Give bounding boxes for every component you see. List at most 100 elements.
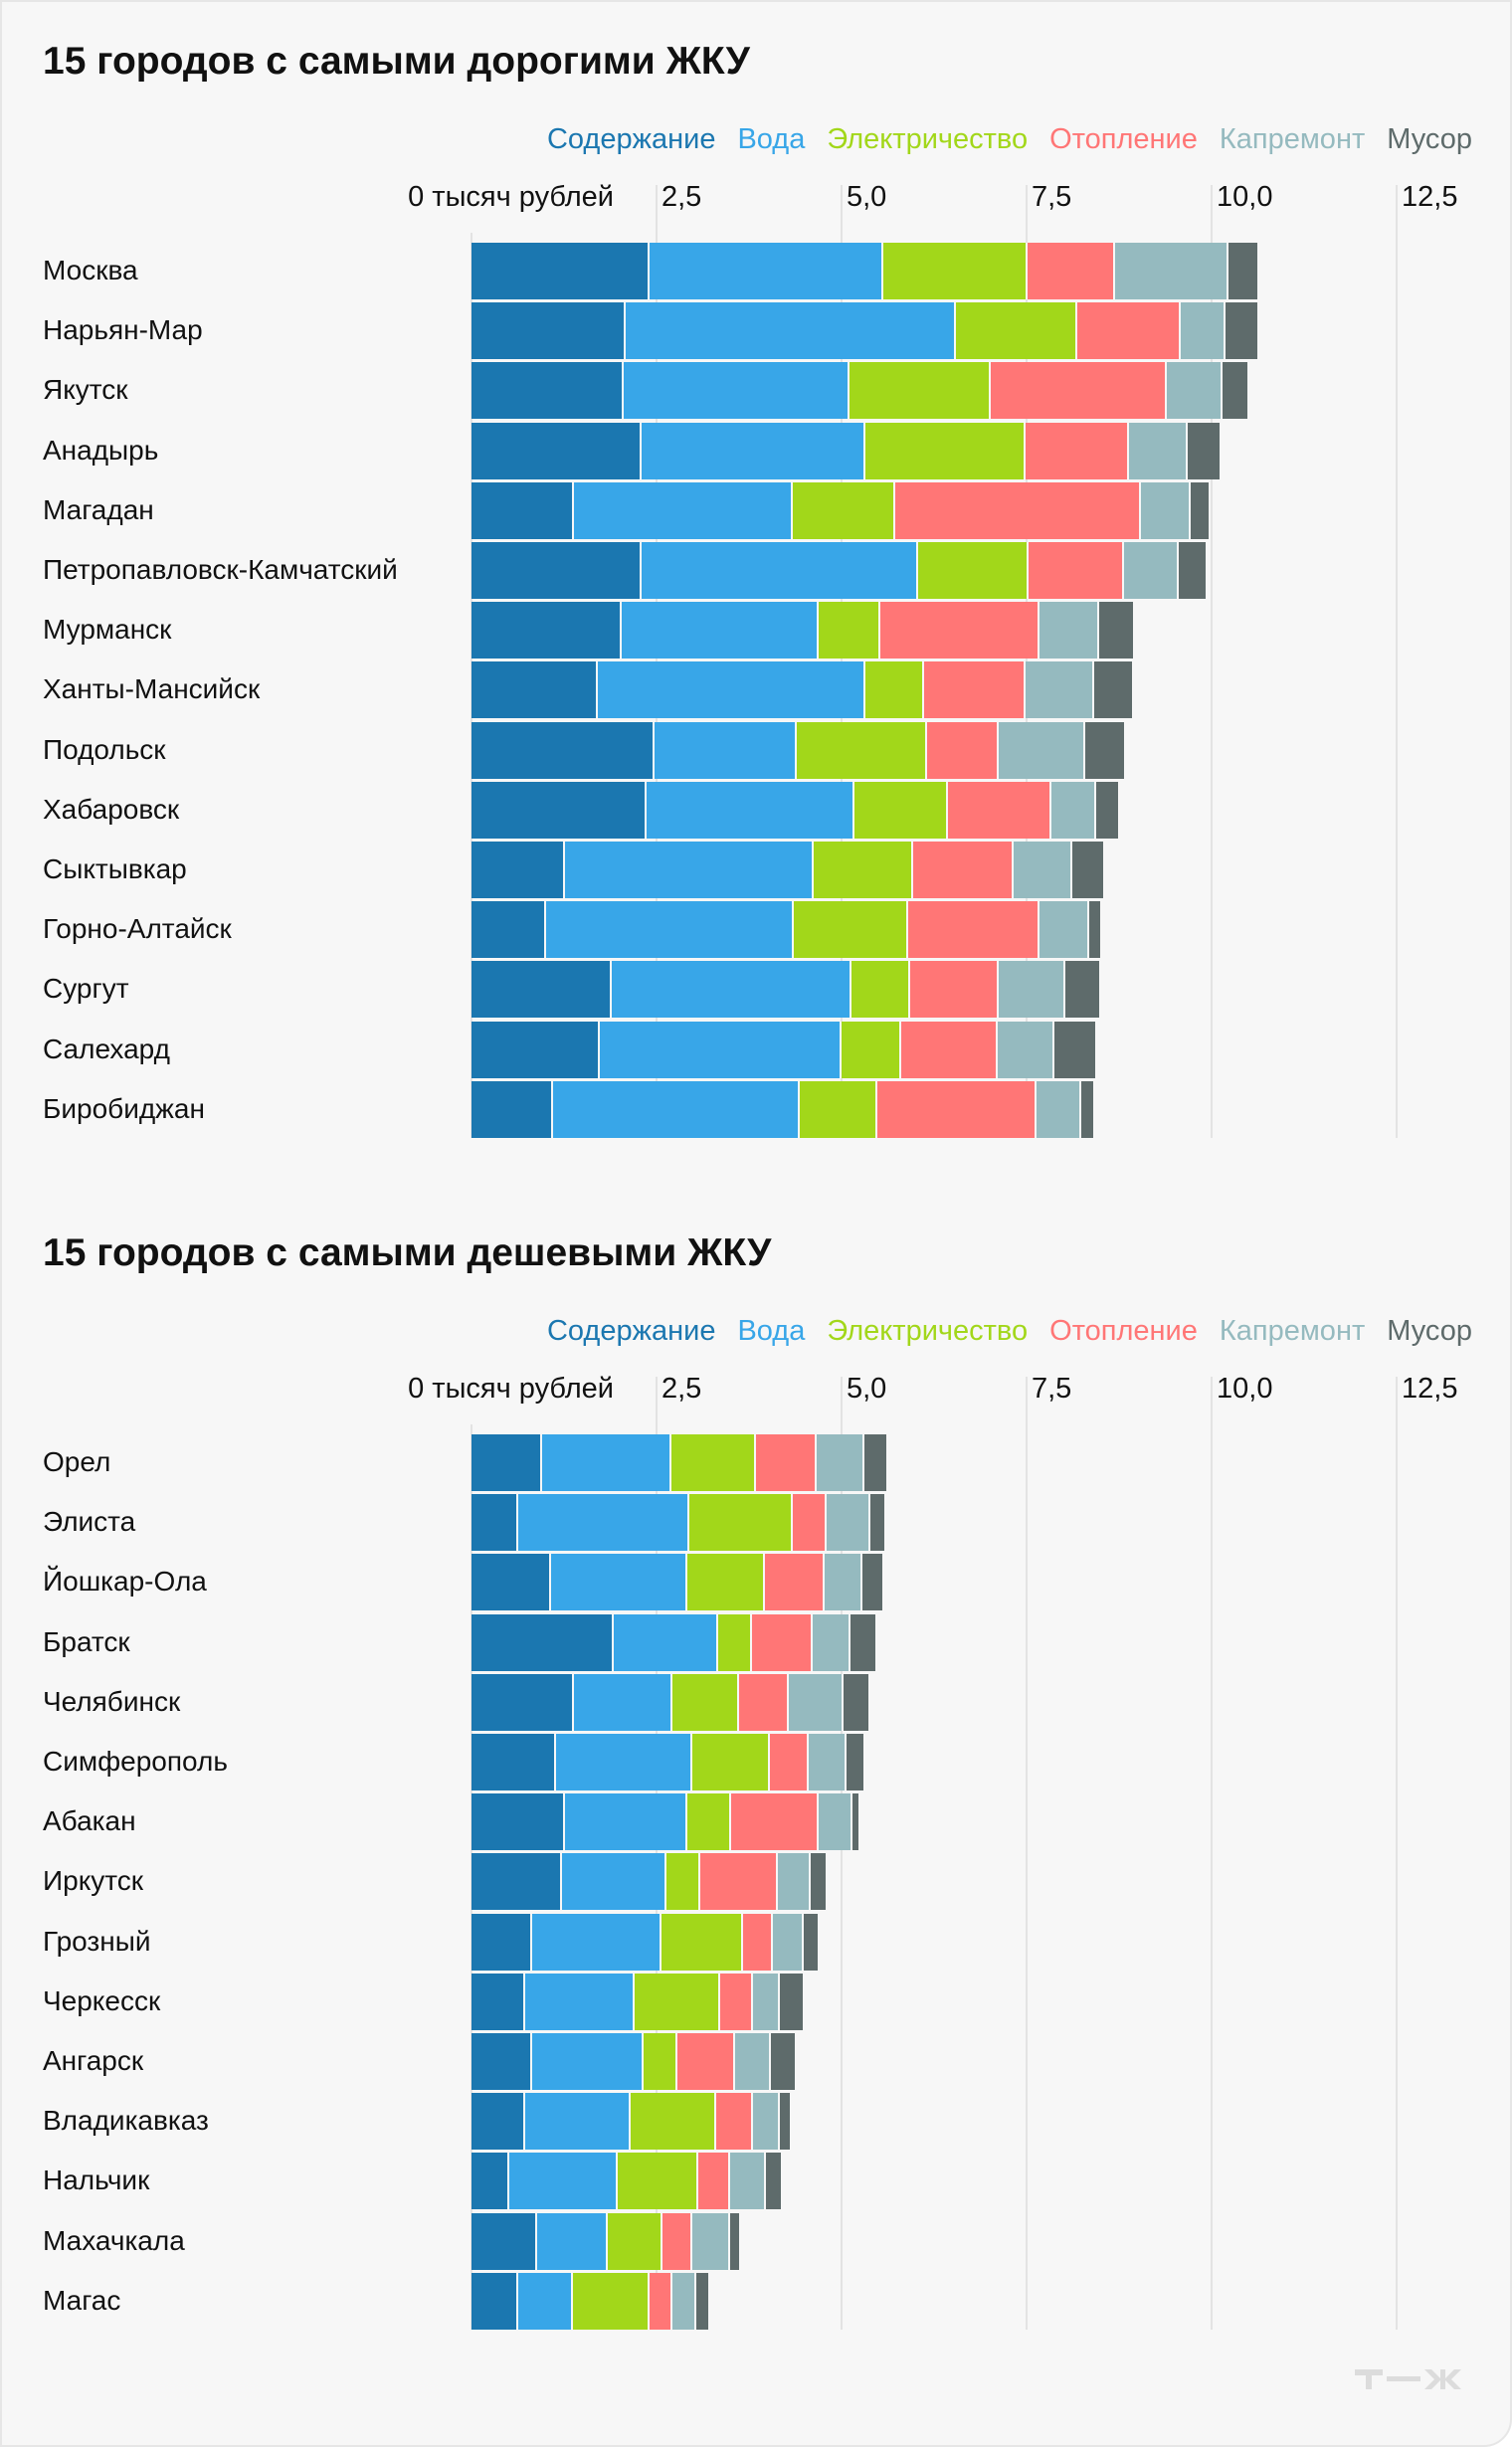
bar-segment-Вода (561, 1853, 666, 1911)
category-label: Горно-Алтайск (43, 913, 232, 945)
bar-segment-Капремонт (752, 1973, 780, 2030)
bar-segment-Содержание (472, 661, 599, 719)
category-label: Хабаровск (43, 793, 180, 825)
bar-segment-Электричество (813, 842, 914, 898)
bar-segment-Содержание (472, 961, 613, 1019)
legend-item: Электричество (827, 1315, 1029, 1347)
legend-item: Содержание (546, 1315, 716, 1347)
bar-segment-Электричество (687, 1793, 732, 1851)
bar-segment-Капремонт (1140, 481, 1192, 539)
bar-segment-Отопление (990, 362, 1167, 420)
bar-segment-Мусор (847, 1734, 865, 1790)
category-label: Ангарск (43, 2045, 144, 2076)
bar-segment-Вода (508, 2153, 618, 2210)
category-label: Элиста (43, 1506, 136, 1538)
bar-segment-Содержание (472, 1793, 566, 1851)
bar-segment-Вода (551, 1554, 688, 1611)
bar-segment-Капремонт (1128, 422, 1189, 479)
bar-segment-Отопление (765, 1554, 825, 1611)
bar-segment-Вода (642, 542, 918, 599)
bar-segment-Вода (613, 1613, 718, 1671)
category-label: Анадырь (43, 434, 159, 466)
bar-segment-Содержание (472, 901, 547, 959)
bar-segment-Вода (654, 721, 797, 779)
bar-segment-Капремонт (1040, 602, 1099, 659)
bar-segment-Отопление (738, 1673, 790, 1731)
gridline (1396, 185, 1398, 1138)
category-label: Биробиджан (43, 1092, 205, 1124)
bar-segment-Отопление (755, 1434, 817, 1491)
gridline (1026, 1377, 1028, 2330)
bar-segment-Капремонт (818, 1793, 853, 1851)
bar-segment-Вода (532, 2033, 644, 2090)
bar-segment-Содержание (472, 2212, 538, 2270)
bar-segment-Содержание (472, 542, 643, 599)
bar-segment-Электричество (691, 1734, 770, 1790)
category-label: Сыктывкар (43, 853, 187, 884)
bar-segment-Электричество (717, 1613, 752, 1671)
bar-segment-Вода (650, 243, 884, 299)
bar-segment-Отопление (948, 781, 1051, 839)
gridline (656, 1377, 658, 2330)
bar-segment-Отопление (743, 1913, 773, 1971)
bar-segment-Отопление (927, 721, 1000, 779)
tzh-logo (1355, 2369, 1461, 2389)
chart-cheap: 15 городов с самыми дешевыми ЖКУ Содержа… (2, 1194, 1512, 2338)
x-tick-label: 7,5 (1032, 181, 1072, 213)
category-label: Магас (43, 2284, 121, 2316)
bar-segment-Мусор (1094, 661, 1134, 719)
gridline (1211, 1377, 1213, 2330)
x-tick-label: 10,0 (1217, 181, 1273, 213)
bar-segment-Отопление (900, 1021, 998, 1078)
bar-segment-Вода (565, 1793, 688, 1851)
bar-segment-Вода (532, 1913, 662, 1971)
bar-segment-Электричество (670, 1434, 756, 1491)
legend-item: Отопление (1049, 1315, 1198, 1347)
chart-title: 15 городов с самыми дешевыми ЖКУ (43, 1231, 772, 1274)
bar-segment-Вода (574, 481, 793, 539)
category-label: Йошкар-Ола (43, 1566, 207, 1598)
bar-segment-Содержание (472, 1853, 562, 1911)
gridline (841, 1377, 843, 2330)
bar-segment-Капремонт (772, 1913, 805, 1971)
bar-segment-Отопление (880, 602, 1040, 659)
bar-segment-Электричество (799, 1080, 877, 1138)
bar-segment-Мусор (1095, 781, 1120, 839)
legend-item: Содержание (546, 123, 716, 155)
bar-segment-Отопление (1077, 302, 1181, 360)
bar-segment-Мусор (850, 1613, 877, 1671)
bar-segment-Капремонт (1124, 542, 1180, 599)
bar-segment-Содержание (472, 602, 623, 659)
legend-item: Капремонт (1219, 123, 1366, 155)
bar-segment-Капремонт (812, 1613, 850, 1671)
bar-segment-Вода (546, 901, 795, 959)
bar-segment-Мусор (1081, 1080, 1096, 1138)
bar-segment-Содержание (472, 481, 575, 539)
bar-segment-Содержание (472, 422, 643, 479)
bar-segment-Содержание (472, 1913, 532, 1971)
bar-segment-Вода (642, 422, 865, 479)
bar-segment-Отопление (1029, 542, 1125, 599)
bar-segment-Электричество (864, 422, 1027, 479)
legend-item: Мусор (1387, 1315, 1472, 1347)
x-tick-label: 10,0 (1217, 1373, 1273, 1405)
bar-segment-Вода (565, 842, 814, 898)
bar-segment-Электричество (630, 2093, 717, 2151)
bar-segment-Капремонт (752, 2093, 780, 2151)
bar-segment-Содержание (472, 1673, 575, 1731)
bar-segment-Отопление (716, 2093, 753, 2151)
bar-segment-Электричество (850, 362, 991, 420)
bar-segment-Электричество (665, 1853, 700, 1911)
bar-segment-Отопление (907, 901, 1040, 959)
bar-segment-Капремонт (999, 961, 1065, 1019)
gridline (1211, 185, 1213, 1138)
category-label: Петропавловск-Камчатский (43, 554, 398, 585)
bar-segment-Вода (599, 1021, 842, 1078)
bar-segment-Электричество (796, 721, 928, 779)
bar-segment-Капремонт (729, 2153, 767, 2210)
bar-segment-Капремонт (1166, 362, 1224, 420)
bar-segment-Отопление (924, 661, 1027, 719)
bar-segment-Электричество (687, 1554, 766, 1611)
bar-segment-Мусор (1226, 302, 1260, 360)
bar-segment-Содержание (472, 2033, 532, 2090)
